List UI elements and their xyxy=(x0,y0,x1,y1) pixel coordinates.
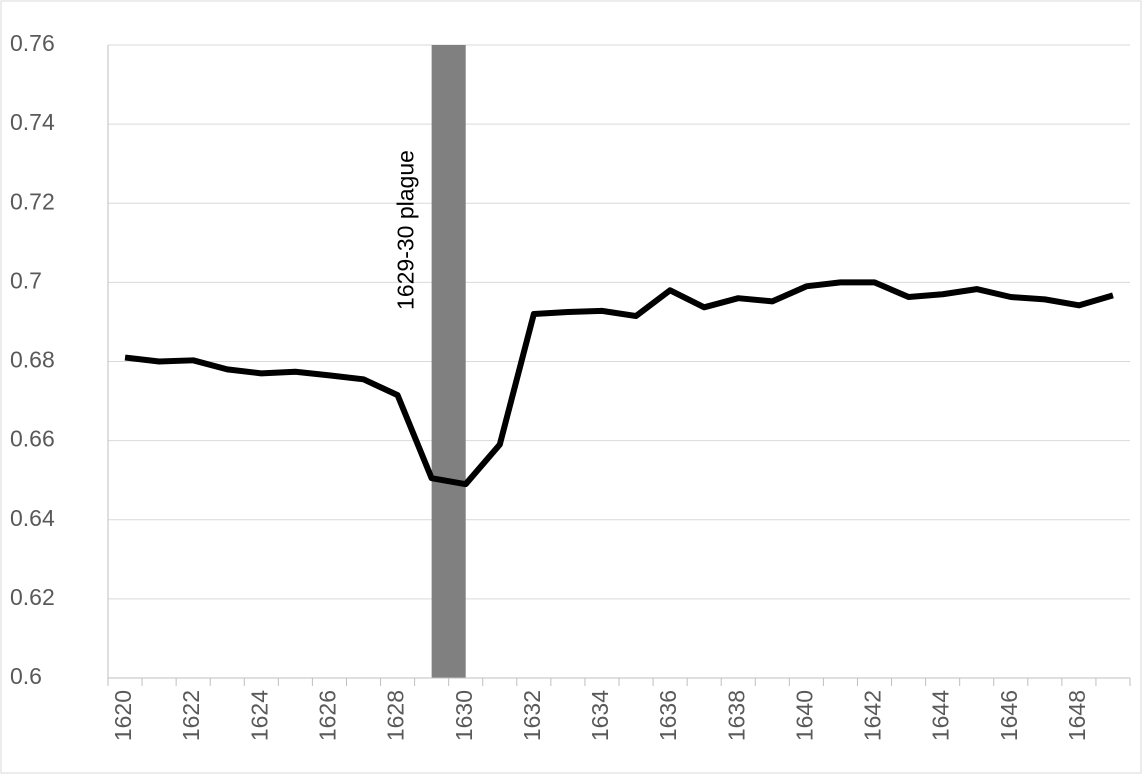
y-tick-label: 0.68 xyxy=(10,347,55,373)
x-tick-label: 1634 xyxy=(587,690,613,741)
x-tick-label: 1644 xyxy=(928,690,954,741)
annotation: 1629-30 plague xyxy=(393,150,419,310)
x-tick-label: 1620 xyxy=(110,690,136,741)
highlight-band xyxy=(431,45,466,678)
y-tick-label: 0.62 xyxy=(10,584,55,610)
y-tick-label: 0.74 xyxy=(10,109,55,135)
x-tick-label: 1638 xyxy=(723,690,749,741)
x-tick-label: 1642 xyxy=(860,690,886,741)
x-tick-label: 1630 xyxy=(451,690,477,741)
data-line xyxy=(124,279,1114,488)
x-tick-label: 1628 xyxy=(383,690,409,741)
x-tick-label: 1632 xyxy=(519,690,545,741)
x-tick-label: 1622 xyxy=(178,690,204,741)
y-tick-label: 0.7 xyxy=(10,267,42,293)
x-tick-label: 1636 xyxy=(655,690,681,741)
x-tick-label: 1640 xyxy=(791,690,817,741)
y-tick-label: 0.76 xyxy=(10,30,55,56)
y-tick-label: 0.64 xyxy=(10,505,55,531)
x-tick-label: 1648 xyxy=(1064,690,1090,741)
y-tick-label: 0.66 xyxy=(10,426,55,452)
x-tick-label: 1646 xyxy=(996,690,1022,741)
y-tick-label: 0.72 xyxy=(10,188,55,214)
y-tick-label: 0.6 xyxy=(10,663,42,689)
x-tick-label: 1624 xyxy=(246,690,272,741)
x-tick-label: 1626 xyxy=(315,690,341,741)
